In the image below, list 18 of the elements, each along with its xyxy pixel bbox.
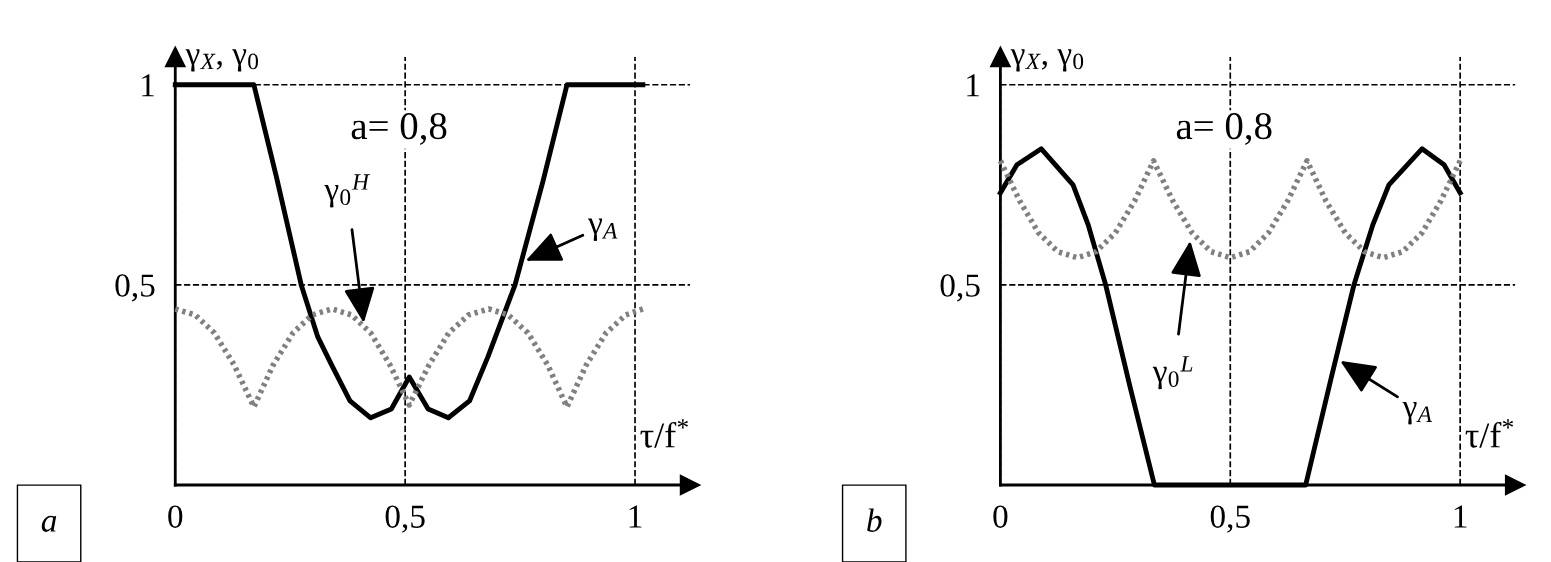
x-axis-title: τ/f$^{*}$: [640, 419, 688, 448]
annotation: γ$_{A}$: [588, 218, 618, 242]
x-axis-title: τ/f$^{*}$: [1465, 419, 1514, 448]
x-tick-label: 0: [168, 505, 183, 528]
x-tick-label: 0,5: [1210, 505, 1250, 533]
x-tick-label: 1: [1454, 505, 1467, 528]
y-axis-title: γ$_{X}$, γ$_{0}$: [185, 49, 259, 72]
x-tick-label: 1: [629, 505, 642, 528]
annotation: a= 0,8: [1176, 113, 1272, 145]
y-axis-title: γ$_{X}$, γ$_{0}$: [1010, 49, 1084, 72]
text: b: [867, 508, 882, 532]
annotation: γ$_{0}$$^{H}$: [324, 174, 371, 208]
annotation: γ$_{A}$: [1402, 401, 1432, 425]
x-tick-label: 0,5: [385, 505, 425, 533]
annotation: a= 0,8: [351, 113, 447, 145]
annotation: γ$_{0}$$^{L}$: [1152, 356, 1193, 390]
x-tick-label: 0: [993, 505, 1008, 528]
text: a: [41, 515, 57, 532]
